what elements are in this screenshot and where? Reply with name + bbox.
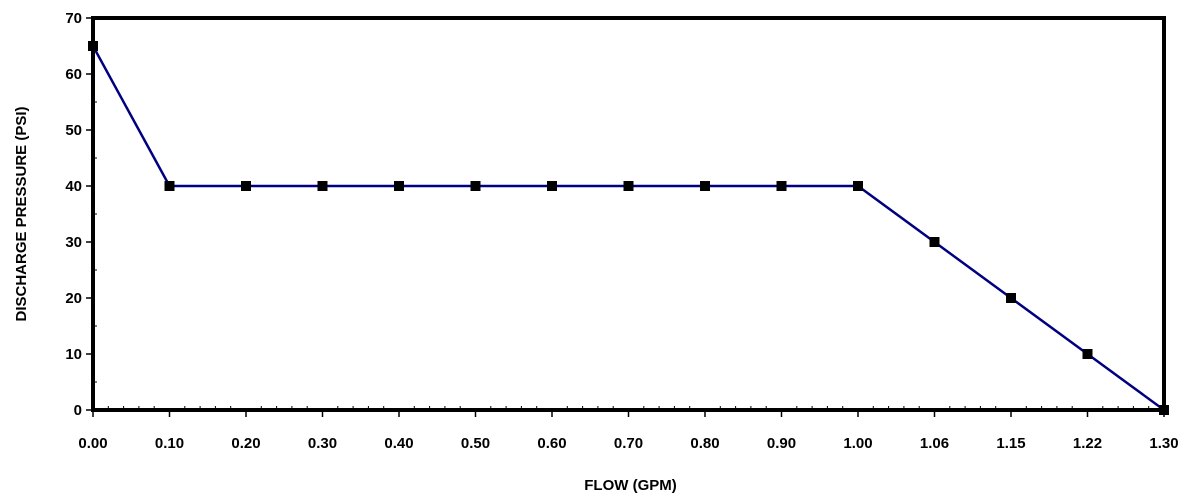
x-tick-label: 1.15 <box>996 435 1025 452</box>
data-point-marker <box>623 181 634 191</box>
x-tick-label: 0.60 <box>537 435 566 452</box>
x-tick-label: 0.30 <box>308 435 337 452</box>
data-point-marker <box>1159 405 1169 415</box>
x-tick-label: 1.30 <box>1149 435 1178 452</box>
x-axis-tick-labels: 0.00 0.10 0.20 0.30 0.40 0.50 0.60 0.70 0.80 0.90… <box>78 435 1178 452</box>
data-point-marker <box>317 181 328 191</box>
y-tick-label: 10 <box>65 346 82 363</box>
data-point-marker <box>394 181 404 191</box>
data-point-marker <box>929 237 940 247</box>
x-tick-label: 0.40 <box>384 435 413 452</box>
y-tick-label: 60 <box>65 66 82 83</box>
x-tick-label: 1.00 <box>843 435 872 452</box>
data-point-marker <box>853 181 863 191</box>
data-point-marker <box>241 181 251 191</box>
x-tick-label: 1.06 <box>920 435 949 452</box>
x-tick-label: 0.80 <box>690 435 719 452</box>
x-tick-label: 0.00 <box>78 435 107 452</box>
y-axis-title: DISCHARGE PRESSURE (PSI) <box>13 106 30 321</box>
x-tick-label: 0.20 <box>231 435 260 452</box>
plot-area <box>91 16 1166 412</box>
x-tick-label: 1.22 <box>1073 435 1102 452</box>
data-point-marker <box>88 41 98 51</box>
x-tick-label: 0.50 <box>461 435 490 452</box>
x-tick-label: 0.90 <box>767 435 796 452</box>
data-point-marker <box>470 181 481 191</box>
series-group <box>88 41 1169 415</box>
y-tick-label: 30 <box>65 234 82 251</box>
y-tick-label: 40 <box>65 178 82 195</box>
data-point-marker <box>776 181 787 191</box>
data-point-marker <box>1082 349 1093 359</box>
data-point-marker <box>547 181 557 191</box>
plot-frame <box>91 16 1166 412</box>
x-axis-title: FLOW (GPM) <box>584 477 676 494</box>
x-tick-label: 0.70 <box>614 435 643 452</box>
y-tick-label: 70 <box>65 10 82 27</box>
axis-ticks <box>86 17 1165 417</box>
y-tick-label: 0 <box>74 402 82 419</box>
data-point-marker <box>1006 293 1016 303</box>
data-point-marker <box>164 181 175 191</box>
y-tick-label: 20 <box>65 290 82 307</box>
y-axis-tick-labels: 0 10 20 30 40 50 60 70 <box>65 10 82 419</box>
x-tick-label: 0.10 <box>155 435 184 452</box>
y-tick-label: 50 <box>65 122 82 139</box>
data-point-marker <box>700 181 710 191</box>
